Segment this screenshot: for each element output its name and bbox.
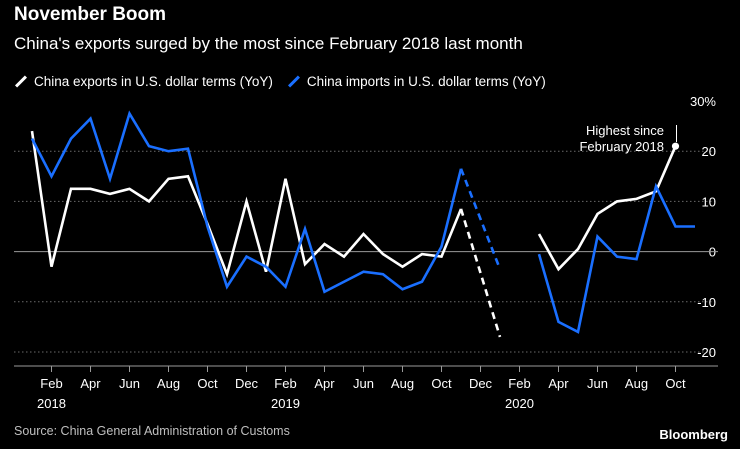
legend-label-imports: China imports in U.S. dollar terms (YoY): [306, 74, 546, 89]
exports-series-line: [30, 130, 463, 279]
y-tick-label: 10: [702, 194, 716, 209]
y-tick-label: 30%: [690, 94, 716, 109]
imports-series-line: [30, 110, 463, 294]
x-tick-label: Jun: [353, 376, 374, 391]
annotation-text-line1: Highest since: [586, 123, 664, 138]
x-tick-year-label: 2020: [505, 396, 534, 411]
y-tick-label: 20: [702, 144, 716, 159]
x-tick-label: Apr: [80, 376, 101, 391]
exports-series-line: [537, 145, 677, 272]
y-tick-label: -20: [697, 345, 716, 360]
x-tick-label: Aug: [391, 376, 414, 391]
x-tick-label: Feb: [508, 376, 530, 391]
x-tick-year-label: 2018: [37, 396, 66, 411]
x-tick-label: Apr: [314, 376, 335, 391]
annotation-text-line2: February 2018: [579, 139, 664, 154]
x-tick-label: Dec: [235, 376, 259, 391]
x-tick-label: Oct: [431, 376, 452, 391]
bloomberg-logo: Bloomberg: [659, 427, 728, 442]
x-tick-label: Feb: [40, 376, 62, 391]
legend-item-exports: China exports in U.S. dollar terms (YoY): [14, 74, 273, 89]
legend-label-exports: China exports in U.S. dollar terms (YoY): [34, 74, 273, 89]
x-tick-label: Jun: [587, 376, 608, 391]
chart-title: November Boom: [14, 4, 167, 25]
chart-subtitle: China's exports surged by the most since…: [14, 34, 523, 53]
x-tick-label: Apr: [548, 376, 569, 391]
x-tick-label: Oct: [665, 376, 686, 391]
legend-item-imports: China imports in U.S. dollar terms (YoY): [287, 74, 546, 89]
x-tick-label: Aug: [157, 376, 180, 391]
legend: China exports in U.S. dollar terms (YoY)…: [14, 74, 560, 89]
source-note: Source: China General Administration of …: [14, 424, 290, 438]
x-tick-label: Dec: [469, 376, 493, 391]
x-tick-label: Aug: [625, 376, 648, 391]
y-tick-label: -10: [697, 295, 716, 310]
exports-series-gap-dashed: [459, 208, 502, 338]
imports-series-gap-dashed: [459, 168, 502, 270]
x-tick-label: Feb: [274, 376, 296, 391]
x-tick-label: Jun: [119, 376, 140, 391]
x-tick-label: Oct: [197, 376, 218, 391]
annotation-point: [671, 142, 680, 150]
x-tick-year-label: 2019: [271, 396, 300, 411]
imports-series-line: [537, 182, 695, 334]
